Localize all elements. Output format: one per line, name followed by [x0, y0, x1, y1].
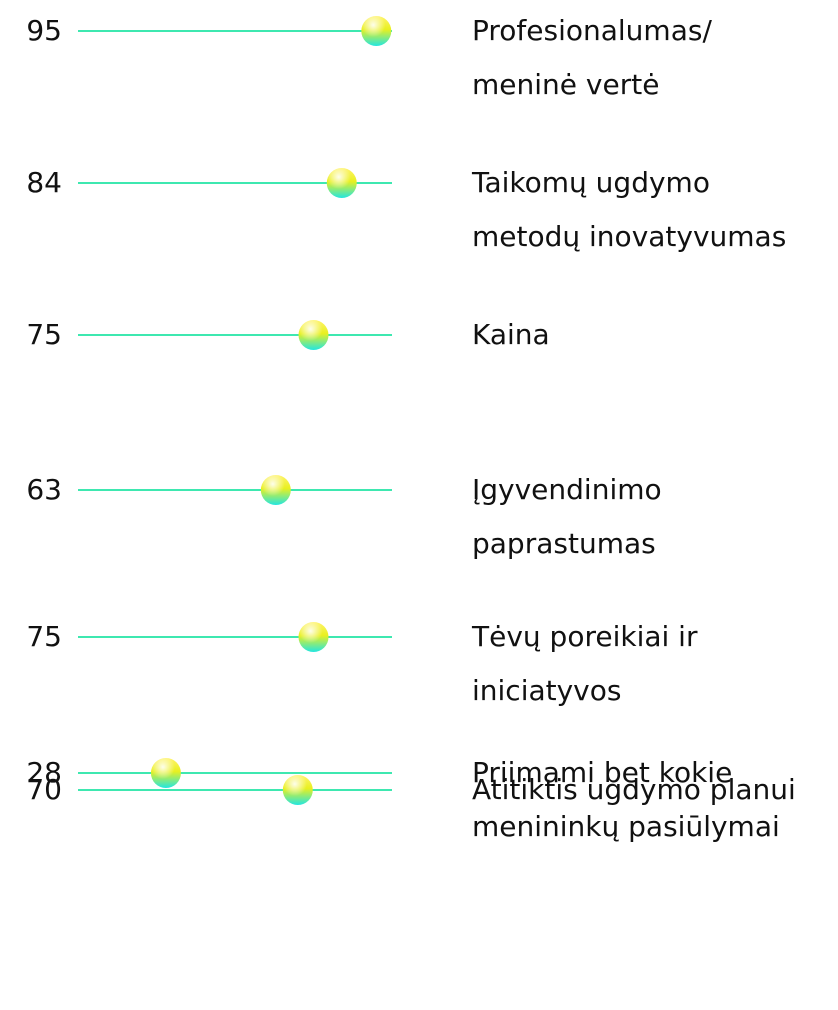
slider-value: 95 — [26, 14, 62, 47]
slider-knob — [298, 320, 329, 350]
slider-value: 70 — [26, 773, 62, 806]
slider-label: Kaina — [472, 318, 550, 351]
slider-label: Atitiktis ugdymo planui — [472, 773, 796, 806]
slider-label: Tėvų poreikiai ir iniciatyvos — [472, 620, 698, 707]
slider-value: 75 — [26, 318, 62, 351]
slider-value: 63 — [26, 473, 62, 506]
slider-knob — [282, 775, 313, 805]
slider-label: Įgyvendinimo paprastumas — [472, 473, 662, 560]
slider-knob — [150, 758, 181, 788]
slider-value: 84 — [26, 166, 62, 199]
slider-value: 28 — [26, 756, 62, 789]
slider-knob — [326, 168, 357, 198]
slider-label: Taikomų ugdymo metodų inovatyvumas — [472, 166, 787, 253]
slider-value: 75 — [26, 620, 62, 653]
slider-label: Profesionalumas/ meninė vertė — [472, 14, 712, 101]
slider-label: Priimami bet kokie menininkų pasiūlymai — [472, 756, 780, 843]
slider-knob — [260, 475, 291, 505]
slider-knob — [361, 16, 392, 46]
slider-knob — [298, 622, 329, 652]
